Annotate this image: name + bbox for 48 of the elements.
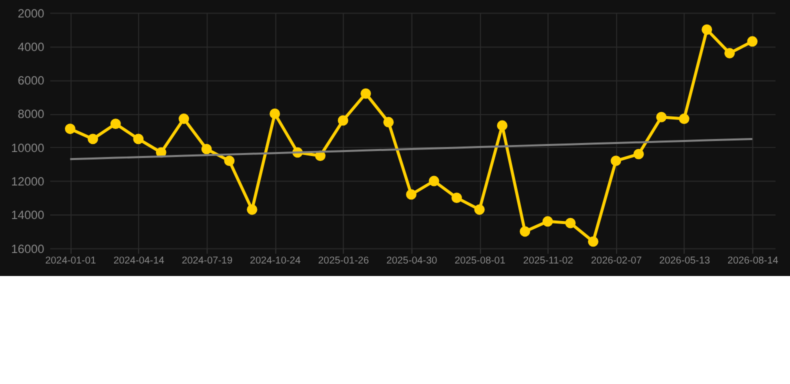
x-tick-label: 2025-04-30 <box>386 256 438 267</box>
point <box>88 134 98 144</box>
point <box>724 48 735 58</box>
point <box>702 24 712 35</box>
point <box>201 144 212 154</box>
point <box>383 116 394 128</box>
x-tick-label: 2025-11-02 <box>523 256 574 267</box>
point <box>338 115 348 126</box>
point <box>565 218 576 228</box>
line-series <box>69 138 754 160</box>
y-tick-label: 2000 <box>18 6 45 20</box>
point <box>64 124 76 134</box>
y-tick-label: 12000 <box>11 174 45 188</box>
y-tick-label: 8000 <box>18 107 45 122</box>
y-tick-label: 10000 <box>11 140 45 155</box>
point <box>520 226 530 237</box>
point <box>133 134 144 144</box>
x-tick-label: 2024-01-01 <box>45 256 96 267</box>
point <box>678 114 690 124</box>
point <box>542 216 553 227</box>
point <box>633 148 644 160</box>
x-tick-label: 2026-08-14 <box>727 256 779 267</box>
point <box>110 118 121 130</box>
point <box>497 120 508 131</box>
point <box>270 108 280 119</box>
point <box>656 112 667 122</box>
point <box>360 88 371 99</box>
x-tick-label: 2024-07-19 <box>182 256 233 267</box>
point <box>588 236 598 247</box>
y-tick-label: 14000 <box>11 208 45 222</box>
y-tick-label: 4000 <box>18 40 45 54</box>
point <box>178 114 190 124</box>
point <box>246 204 258 215</box>
x-tick-label: 2026-05-13 <box>659 256 710 267</box>
x-tick-label: 2026-02-07 <box>591 256 642 267</box>
point <box>406 189 416 200</box>
point <box>428 176 440 186</box>
y-tick-label: 16000 <box>11 242 45 256</box>
point <box>747 36 758 47</box>
point <box>610 156 622 166</box>
x-tick-label: 2025-01-26 <box>318 256 370 267</box>
point <box>474 204 485 215</box>
point <box>452 192 462 204</box>
x-tick-label: 2025-08-01 <box>454 256 506 267</box>
point <box>224 156 235 166</box>
x-tick-label: 2024-10-24 <box>250 256 302 267</box>
x-tick-label: 2024-04-14 <box>113 256 165 267</box>
y-tick-label: 6000 <box>18 74 45 88</box>
